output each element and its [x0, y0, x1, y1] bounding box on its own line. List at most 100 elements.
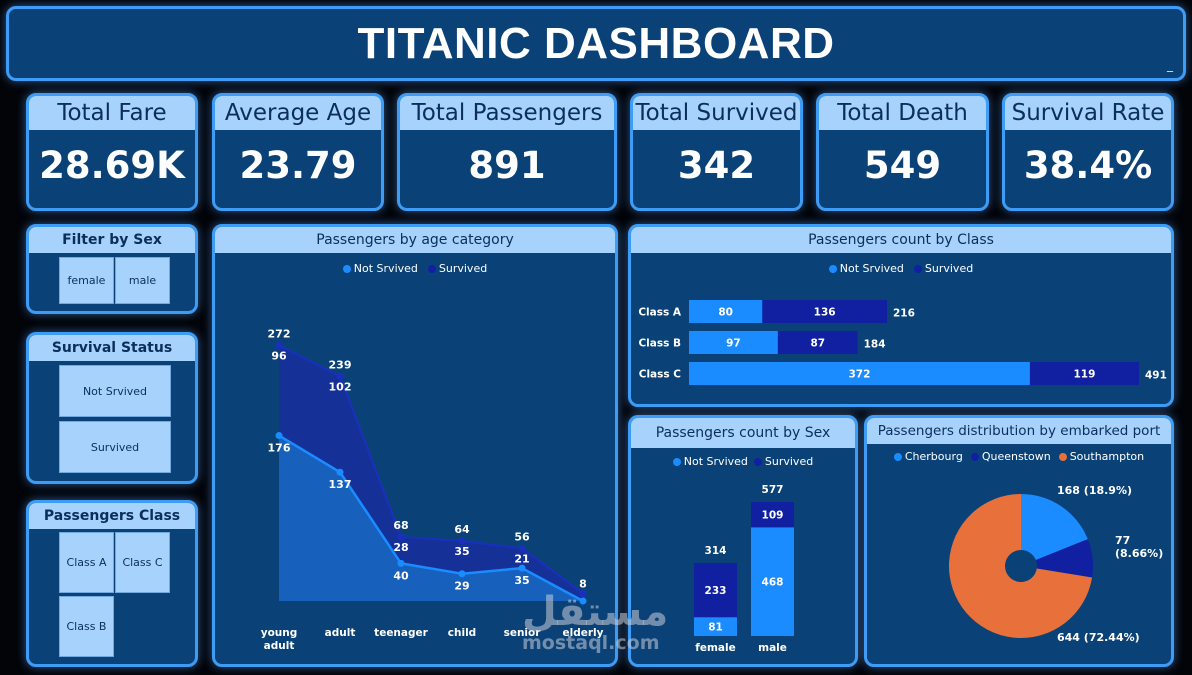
- slicer-option-male[interactable]: male: [115, 257, 170, 304]
- chart-title: Passengers count by Class: [631, 227, 1171, 253]
- survived-label: 21: [514, 552, 529, 565]
- x-tick-label: male: [758, 642, 787, 654]
- total-label: 64: [454, 523, 470, 536]
- total-label: 272: [268, 327, 291, 340]
- data-label: 81: [708, 622, 723, 634]
- total-label: 577: [762, 484, 784, 496]
- bar-survived: [751, 502, 794, 528]
- embarked-pie-chart: 168 (18.9%) 77(8.66%) 644 (72.44%): [949, 484, 1163, 644]
- kpi-value: 28.69K: [39, 144, 185, 187]
- watermark-latin: mostaql.com: [522, 632, 660, 654]
- survived-label: 96: [271, 349, 287, 362]
- legend-label: Queenstown: [981, 450, 1051, 463]
- kpi-value: 342: [677, 144, 756, 187]
- legend-item-survived: Survived: [427, 262, 487, 275]
- slicer-title: Filter by Sex: [29, 227, 195, 253]
- legend-item-not-survived: Not Srvived: [672, 455, 748, 468]
- y-tick-label: Class B: [638, 338, 681, 350]
- x-tick-label: adult: [264, 640, 295, 652]
- survived-point: [336, 372, 344, 380]
- slicer-option-class-a[interactable]: Class A: [59, 532, 114, 593]
- chart-title: Passengers count by Sex: [631, 418, 855, 448]
- data-label: 109: [762, 510, 784, 522]
- slicer-option-not-survived[interactable]: Not Srvived: [59, 365, 171, 417]
- total-label: 314: [705, 545, 727, 557]
- legend-label: Southampton: [1069, 450, 1145, 463]
- total-label: 491: [1145, 370, 1167, 382]
- kpi-card-total-death: Total Death 549: [816, 93, 989, 211]
- slicer-option-class-b[interactable]: Class B: [59, 596, 114, 657]
- page-title: TITANIC DASHBOARD: [357, 18, 835, 68]
- chart-title: Passengers distribution by embarked port: [867, 418, 1171, 444]
- data-label: 119: [1074, 369, 1096, 381]
- slicer-option-female[interactable]: female: [59, 257, 114, 304]
- chart-legend: Cherbourg Queenstown Southampton: [867, 450, 1171, 463]
- kpi-card-survival-rate: Survival Rate 38.4%: [1002, 93, 1174, 211]
- chart-sex-count: Passengers count by Sex Not Srvived Surv…: [628, 415, 858, 667]
- y-tick-label: Class C: [639, 369, 682, 381]
- kpi-label: Total Passengers: [400, 96, 614, 130]
- legend-dot-icon: [427, 264, 436, 273]
- survived-point: [518, 544, 526, 552]
- chart-title: Passengers by age category: [215, 227, 615, 253]
- pie-slice-southampton: [949, 494, 1093, 638]
- survived-point: [275, 341, 283, 349]
- x-tick-label: female: [695, 642, 735, 654]
- slicer-option-class-c[interactable]: Class C: [115, 532, 170, 593]
- not-survived-label: 176: [268, 442, 291, 455]
- legend-label: Not Srvived: [683, 455, 748, 468]
- bar-not-survived: [751, 527, 794, 636]
- sex-bar-chart: 81 233 314 female 468 109 577 male: [694, 484, 794, 654]
- kpi-value: 891: [468, 144, 546, 187]
- x-tick-label: adult: [325, 627, 356, 639]
- x-tick-label: young: [261, 627, 298, 639]
- legend-label: Not Srvived: [353, 262, 418, 275]
- legend-dot-icon: [672, 457, 681, 466]
- watermark-arabic: مستقل: [522, 589, 669, 635]
- legend-item-not-survived: Not Srvived: [342, 262, 418, 275]
- total-label: 56: [514, 530, 530, 543]
- survived-point: [579, 589, 587, 597]
- total-label: 216: [893, 308, 915, 320]
- legend-dot-icon: [913, 264, 922, 273]
- bar-survived: [1029, 362, 1139, 385]
- kpi-value: 549: [863, 144, 942, 187]
- chart-legend: Not Srvived Survived: [631, 455, 855, 468]
- legend-dot-icon: [893, 452, 902, 461]
- not-survived-label: 137: [329, 478, 352, 491]
- not-survived-area: [279, 435, 583, 601]
- pie-slice-queenstown: [1035, 539, 1093, 578]
- x-tick-label: elderly: [563, 627, 604, 639]
- not-survived-point: [336, 468, 344, 476]
- legend-dot-icon: [342, 264, 351, 273]
- survived-line: [278, 344, 584, 595]
- data-label: 468: [762, 577, 784, 589]
- survived-label: 28: [393, 541, 408, 554]
- survived-label: 102: [329, 380, 352, 393]
- survived-point: [397, 533, 405, 541]
- class-bar-chart: Class A 80 136 216 Class B 97 87 184 Class C 372 1…: [638, 300, 1167, 385]
- kpi-label: Total Death: [819, 96, 986, 130]
- bar-survived: [762, 300, 887, 323]
- not-survived-label: 40: [393, 569, 409, 582]
- not-survived-point: [275, 432, 283, 440]
- legend-dot-icon: [753, 457, 762, 466]
- survived-label: 35: [454, 545, 469, 558]
- minimize-icon[interactable]: _: [1167, 58, 1173, 72]
- data-label: 80: [718, 307, 733, 319]
- pie-slice-cherbourg: [1021, 494, 1088, 561]
- bar-survived: [694, 563, 737, 618]
- chart-legend: Not Srvived Survived: [215, 262, 615, 275]
- slicer-option-survived[interactable]: Survived: [59, 421, 171, 473]
- y-tick-label: Class A: [638, 307, 682, 319]
- data-label: 136: [814, 307, 836, 319]
- legend-label: Survived: [764, 455, 814, 468]
- bar-survived: [777, 331, 858, 354]
- bar-not-survived: [694, 617, 737, 636]
- total-label: 239: [329, 358, 352, 371]
- legend-dot-icon: [828, 264, 837, 273]
- slice-label: 168 (18.9%): [1057, 484, 1132, 497]
- kpi-value: 23.79: [239, 144, 357, 187]
- data-label: 87: [810, 338, 825, 350]
- slicer-title: Survival Status: [29, 335, 195, 361]
